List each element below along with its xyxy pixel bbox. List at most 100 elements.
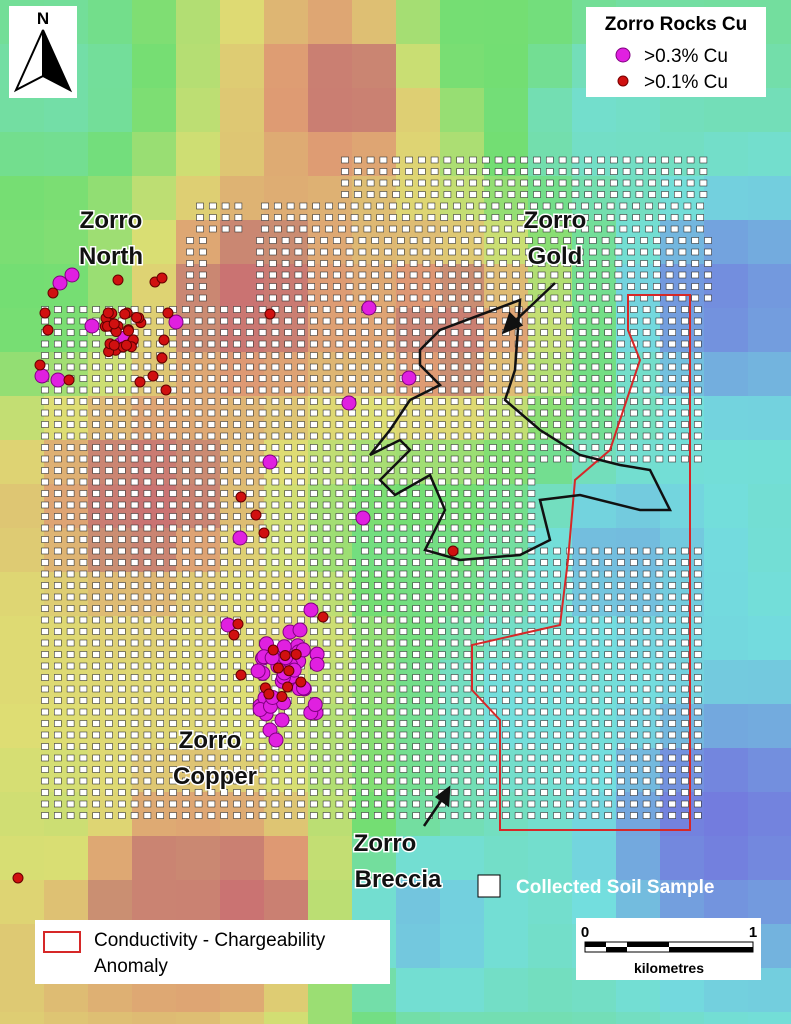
heat-cell (88, 176, 133, 221)
soil-sample (92, 651, 100, 658)
soil-sample (604, 766, 613, 773)
soil-sample (604, 432, 613, 440)
rock-sample-low (122, 325, 134, 337)
soil-sample (460, 283, 469, 290)
soil-sample (297, 421, 305, 428)
heat-cell (0, 440, 45, 485)
soil-sample (681, 352, 689, 359)
soil-sample (489, 398, 497, 405)
soil-sample (156, 559, 164, 566)
soil-sample (425, 352, 433, 359)
heat-cell (308, 880, 353, 925)
soil-sample (234, 225, 243, 233)
soil-sample (681, 375, 689, 382)
soil-sample (207, 409, 216, 417)
soil-sample (437, 766, 446, 773)
soil-sample (233, 812, 241, 819)
soil-sample (399, 398, 408, 405)
soil-sample (489, 524, 497, 532)
soil-sample (568, 202, 577, 210)
soil-sample (571, 179, 580, 187)
soil-sample (463, 743, 472, 750)
soil-sample (335, 593, 344, 601)
soil-sample (578, 352, 587, 359)
soil-sample (66, 536, 75, 543)
soil-sample (614, 271, 623, 279)
soil-sample (463, 306, 472, 313)
soil-sample (325, 225, 333, 233)
soil-sample (396, 237, 405, 244)
soil-sample (489, 559, 497, 566)
soil-sample (348, 674, 357, 681)
soil-sample (512, 271, 520, 279)
soil-sample (417, 179, 426, 187)
soil-sample (693, 547, 702, 555)
soil-sample (358, 248, 367, 256)
soil-sample (540, 639, 549, 647)
heat-cell (0, 836, 45, 881)
soil-sample (186, 283, 194, 290)
soil-sample (297, 800, 305, 808)
soil-sample (617, 708, 625, 716)
soil-sample (256, 237, 264, 244)
soil-sample (399, 317, 408, 325)
anomaly-legend: Conductivity - Chargeability Anomaly (35, 920, 390, 984)
soil-sample (373, 812, 382, 819)
soil-sample (273, 202, 282, 210)
soil-sample (284, 754, 293, 762)
soil-sample (591, 662, 600, 670)
soil-sample (527, 800, 536, 808)
soil-sample (527, 490, 536, 497)
soil-sample (220, 467, 228, 474)
soil-sample (233, 547, 241, 555)
soil-sample (322, 674, 331, 681)
soil-sample (673, 191, 682, 198)
soil-sample (693, 628, 702, 635)
soil-sample (130, 766, 139, 773)
soil-sample (322, 697, 331, 704)
soil-sample (246, 409, 254, 417)
soil-sample (284, 708, 293, 716)
soil-sample (273, 225, 282, 233)
soil-sample (92, 754, 100, 762)
soil-sample (169, 743, 177, 750)
soil-sample (683, 202, 692, 210)
soil-sample (53, 593, 62, 601)
soil-sample (79, 524, 88, 532)
soil-sample (514, 501, 523, 509)
heat-cell (88, 836, 133, 881)
soil-sample (693, 674, 702, 681)
soil-sample (118, 720, 126, 727)
soil-sample (294, 248, 303, 256)
soil-sample (524, 237, 533, 244)
heat-cell (396, 880, 441, 925)
soil-sample (92, 616, 100, 624)
heat-cell (88, 880, 133, 925)
soil-sample (309, 720, 318, 727)
soil-sample (399, 743, 408, 750)
soil-sample (156, 674, 164, 681)
soil-sample (691, 283, 700, 290)
soil-sample (655, 340, 664, 348)
soil-sample (533, 191, 541, 198)
soil-sample (693, 444, 702, 451)
soil-sample (130, 605, 139, 612)
soil-sample (386, 582, 395, 589)
soil-sample (591, 547, 600, 555)
soil-sample (379, 168, 388, 175)
soil-sample (66, 777, 75, 785)
soil-sample (79, 421, 88, 428)
heat-cell (352, 836, 397, 881)
soil-sample (41, 559, 49, 566)
soil-sample (246, 789, 254, 796)
soil-samples (41, 156, 712, 819)
soil-sample (614, 294, 623, 302)
soil-sample (693, 697, 702, 704)
soil-sample (258, 352, 267, 359)
soil-sample (681, 720, 689, 727)
heat-cell (44, 132, 89, 177)
soil-sample (617, 398, 625, 405)
soil-sample (194, 513, 203, 520)
soil-sample (233, 593, 241, 601)
soil-sample (118, 432, 126, 440)
